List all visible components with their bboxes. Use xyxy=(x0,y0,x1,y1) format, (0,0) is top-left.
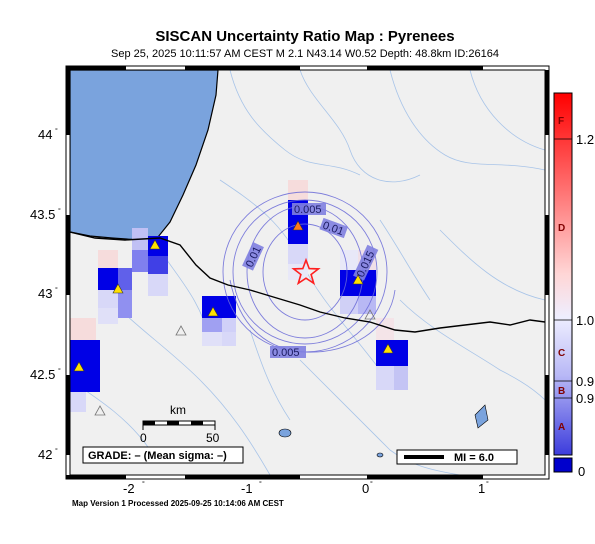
stations xyxy=(73,220,394,416)
station-triangle xyxy=(73,361,85,372)
svg-text:°: ° xyxy=(55,286,58,294)
svg-text:MI = 6.0: MI = 6.0 xyxy=(454,452,494,464)
map-title: SISCAN Uncertainty Ratio Map : Pyrenees xyxy=(155,28,455,45)
svg-text:B: B xyxy=(558,386,565,397)
svg-text:°: ° xyxy=(370,480,373,488)
event-subtitle: Sep 25, 2025 10:11:57 AM CEST M 2.1 N43.… xyxy=(111,48,499,60)
svg-text:1.0: 1.0 xyxy=(576,313,594,328)
grade-box: GRADE: – (Mean sigma: –) xyxy=(82,446,244,464)
lake xyxy=(474,404,489,429)
svg-text:°: ° xyxy=(55,447,58,455)
svg-text:D: D xyxy=(558,223,565,234)
svg-text:-1: -1 xyxy=(241,481,253,496)
svg-text:°: ° xyxy=(259,480,262,488)
station-triangle-inactive xyxy=(175,325,187,336)
lake xyxy=(278,428,292,438)
svg-text:0: 0 xyxy=(140,431,147,445)
svg-text:43.5: 43.5 xyxy=(30,207,55,222)
svg-text:50: 50 xyxy=(206,431,220,445)
svg-text:0: 0 xyxy=(362,481,369,496)
svg-text:0.005: 0.005 xyxy=(272,347,300,359)
svg-text:km: km xyxy=(170,403,186,417)
station-triangle-inactive xyxy=(94,405,106,416)
lake xyxy=(376,452,384,458)
map-version-footer: Map Version 1 Processed 2025-09-25 10:14… xyxy=(72,499,284,508)
svg-text:1.2: 1.2 xyxy=(576,132,594,147)
svg-text:C: C xyxy=(558,348,565,359)
svg-text:0: 0 xyxy=(578,464,585,479)
country-border xyxy=(70,231,545,333)
svg-text:°: ° xyxy=(58,207,61,215)
colorbar: F D C B A 1.2 1.0 0.9 0.9 0 xyxy=(553,92,594,479)
svg-text:0.9: 0.9 xyxy=(576,374,594,389)
latitude-labels: 44 ° 43.5 ° 43 ° 42.5 ° 42 ° xyxy=(30,127,61,462)
station-triangle-inactive xyxy=(364,309,376,320)
station-triangle xyxy=(382,343,394,354)
svg-text:°: ° xyxy=(55,127,58,135)
map-frame xyxy=(65,65,550,480)
svg-text:0.9: 0.9 xyxy=(576,391,594,406)
mi-legend-box: MI = 6.0 xyxy=(396,449,518,465)
svg-text:0.005: 0.005 xyxy=(294,204,322,216)
svg-text:°: ° xyxy=(58,367,61,375)
svg-text:44: 44 xyxy=(38,127,52,142)
svg-text:F: F xyxy=(558,116,564,127)
svg-text:°: ° xyxy=(486,480,489,488)
distance-scale: km 0 50 xyxy=(140,403,220,445)
svg-text:1: 1 xyxy=(478,481,485,496)
station-triangle xyxy=(207,306,219,317)
station-triangle xyxy=(292,220,304,231)
map-area[interactable]: 0.005 0.01 0.015 0.01 0.005 xyxy=(70,70,545,475)
contour-labels: 0.005 0.01 0.015 0.01 0.005 xyxy=(242,203,379,359)
svg-text:42.5: 42.5 xyxy=(30,367,55,382)
station-triangle xyxy=(352,274,364,285)
svg-text:GRADE: – (Mean sigma: –): GRADE: – (Mean sigma: –) xyxy=(88,450,227,462)
station-triangle xyxy=(112,283,124,294)
ocean-bay-of-biscay xyxy=(70,70,219,241)
svg-text:43: 43 xyxy=(38,286,52,301)
station-triangle xyxy=(149,239,161,250)
longitude-labels: -2 ° -1 ° 0 ° 1 ° xyxy=(123,480,489,496)
uncertainty-cells xyxy=(70,180,408,412)
svg-text:-2: -2 xyxy=(123,481,135,496)
epicenter-star-icon[interactable] xyxy=(291,257,321,286)
svg-text:42: 42 xyxy=(38,447,52,462)
svg-text:A: A xyxy=(558,422,565,433)
svg-text:°: ° xyxy=(142,480,145,488)
